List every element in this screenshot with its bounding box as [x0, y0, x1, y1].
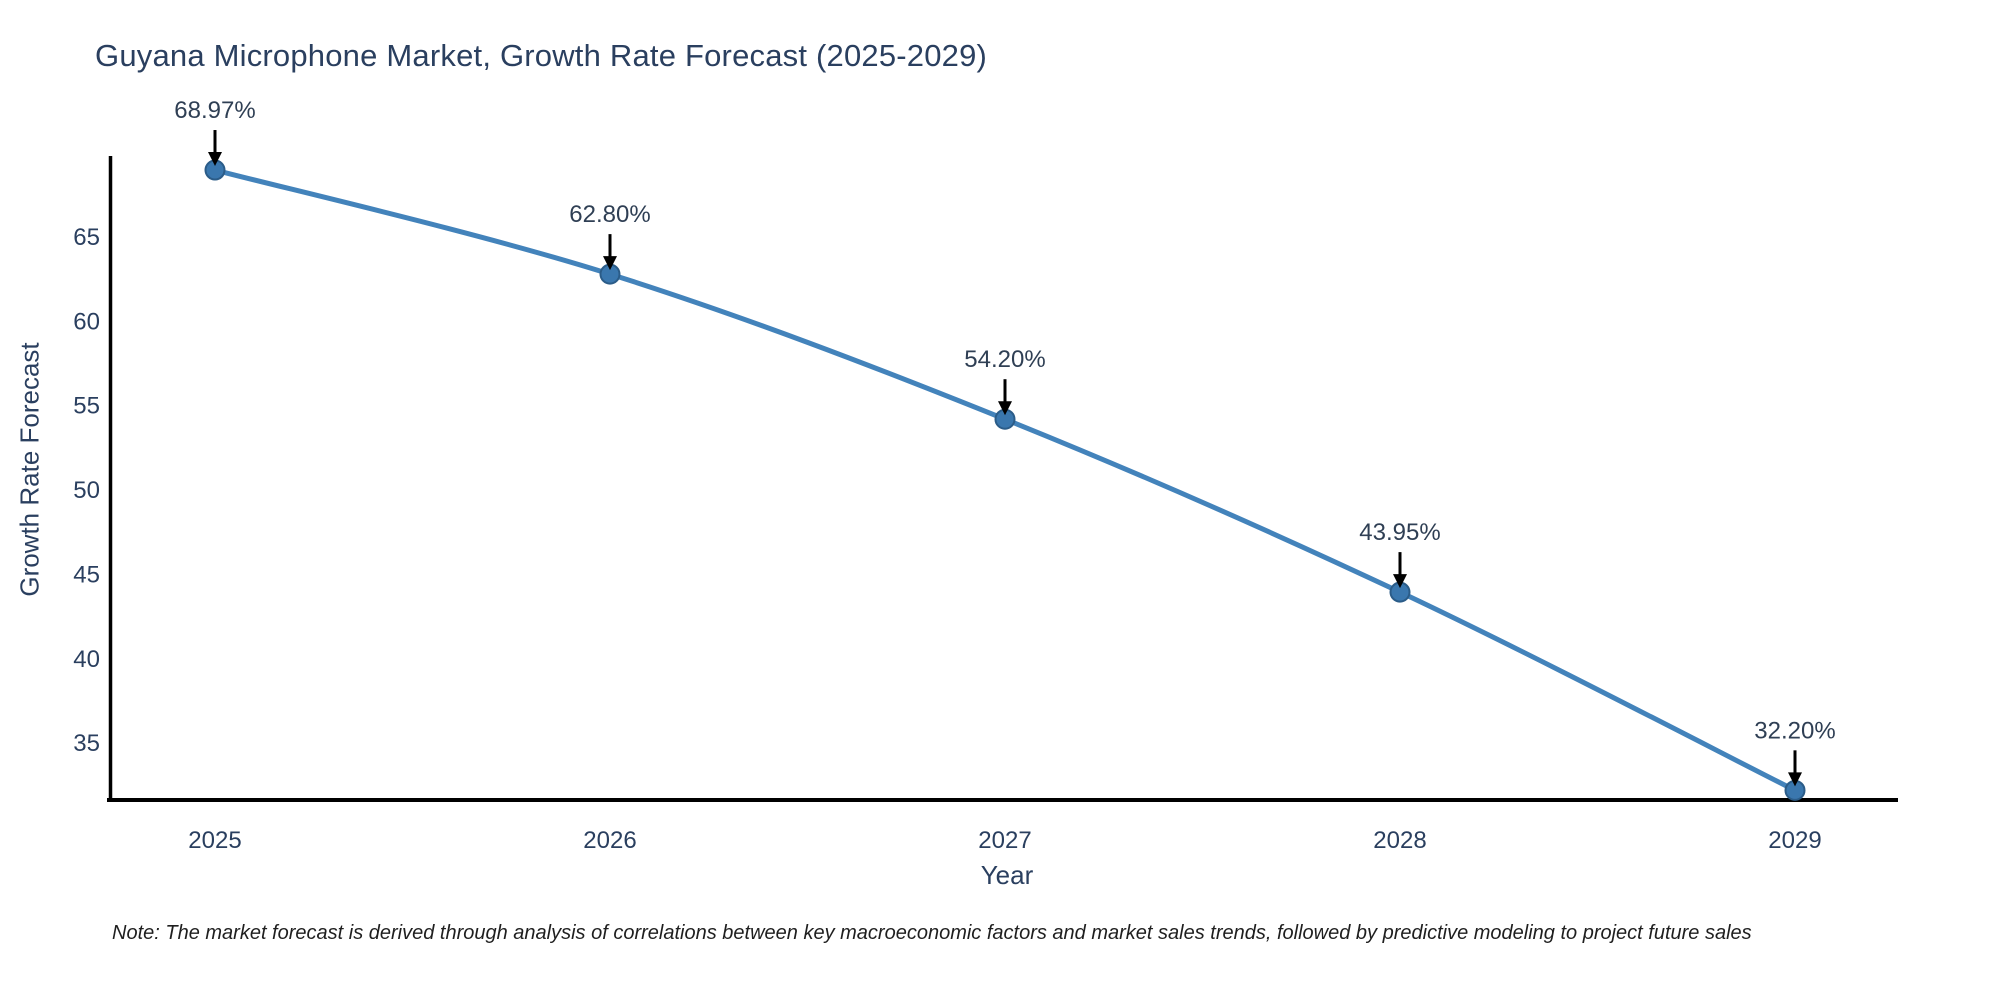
y-tick-label: 60	[73, 308, 100, 335]
chart-title: Guyana Microphone Market, Growth Rate Fo…	[95, 38, 988, 73]
y-tick-label: 35	[73, 730, 100, 757]
annotation-arrow-head-icon	[998, 401, 1012, 416]
data-point-label: 54.20%	[964, 346, 1045, 373]
data-point-label: 68.97%	[174, 97, 255, 124]
annotation-arrow-head-icon	[208, 152, 222, 167]
data-point-label: 43.95%	[1359, 519, 1440, 546]
x-tick-label: 2025	[188, 827, 241, 854]
y-tick-label: 40	[73, 646, 100, 673]
forecast-line	[212, 167, 1798, 793]
x-tick-label: 2026	[583, 827, 636, 854]
annotation-arrow-head-icon	[1393, 574, 1407, 589]
y-tick-label: 65	[73, 224, 100, 251]
x-tick-label: 2027	[978, 827, 1031, 854]
footnote: Note: The market forecast is derived thr…	[112, 922, 1752, 944]
y-tick-label: 50	[73, 477, 100, 504]
annotation-arrow-head-icon	[1788, 772, 1802, 787]
y-tick-label: 55	[73, 393, 100, 420]
x-axis-title: Year	[980, 860, 1034, 890]
data-point-label: 62.80%	[569, 201, 650, 228]
annotation-arrow-head-icon	[603, 256, 617, 271]
x-tick-label: 2028	[1373, 827, 1426, 854]
data-point-label: 32.20%	[1754, 717, 1835, 744]
x-tick-label: 2029	[1768, 827, 1821, 854]
y-axis-title: Growth Rate Forecast	[14, 342, 45, 597]
y-tick-label: 45	[73, 561, 100, 588]
